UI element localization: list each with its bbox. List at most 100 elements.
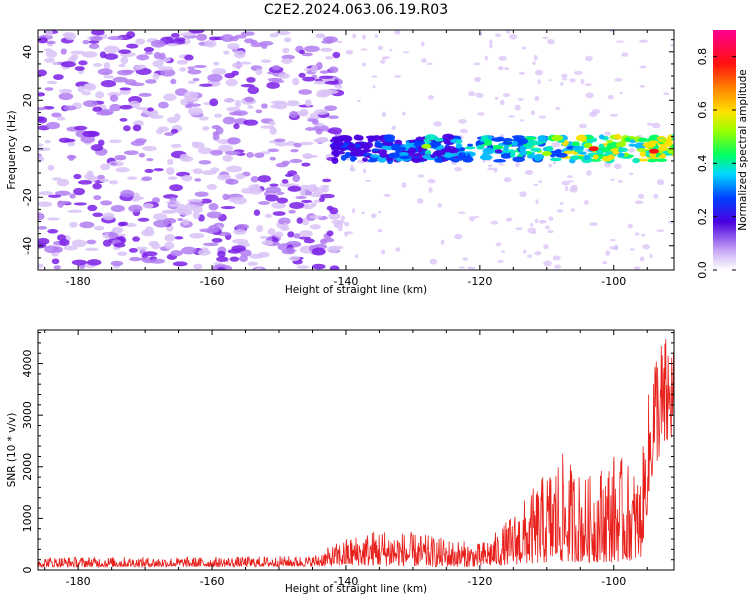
heatmap-cell xyxy=(64,32,77,41)
heatmap-cell xyxy=(289,201,305,210)
heatmap-cell xyxy=(170,128,179,134)
heatmap-cell xyxy=(646,122,653,126)
heatmap-cell xyxy=(63,245,78,251)
heatmap-cell xyxy=(176,59,188,65)
heatmap-cell xyxy=(526,154,536,159)
heatmap-cell xyxy=(132,124,142,132)
heatmap-cell xyxy=(144,51,153,55)
heatmap-cell xyxy=(651,122,661,129)
heatmap-cell xyxy=(454,166,463,172)
colorbar: 0.0 0.2 0.4 0.6 0.8 Normalized spectral ampl… xyxy=(696,30,749,279)
heatmap-cell xyxy=(87,204,98,212)
heatmap-cell xyxy=(276,197,289,204)
heatmap-cell xyxy=(482,147,495,155)
heatmap-cell xyxy=(52,61,59,66)
heatmap-cell xyxy=(143,46,155,53)
heatmap-cell xyxy=(157,101,169,109)
heatmap-cell xyxy=(552,255,561,261)
heatmap-cell xyxy=(228,111,242,116)
heatmap-cell xyxy=(86,170,94,177)
heatmap-cell xyxy=(555,149,562,154)
heatmap-cell xyxy=(570,156,579,160)
heatmap-cell xyxy=(457,211,466,214)
heatmap-cell xyxy=(93,195,102,201)
heatmap-cell xyxy=(108,180,119,185)
heatmap-cell xyxy=(321,40,333,44)
heatmap-cell xyxy=(208,202,219,211)
heatmap-cell xyxy=(560,82,564,86)
heatmap-cell xyxy=(91,30,105,36)
heatmap-cell xyxy=(458,266,466,269)
heatmap-cell xyxy=(414,158,428,162)
heatmap-cell xyxy=(90,144,104,152)
heatmap-cell xyxy=(211,81,221,86)
heatmap-cell xyxy=(377,228,383,233)
heatmap-cell xyxy=(427,179,436,184)
snr-series-line xyxy=(38,338,674,569)
snr-y-tick-label: 3000 xyxy=(21,401,34,429)
spectrogram-x-tick-label: -120 xyxy=(467,275,492,288)
heatmap-cell xyxy=(136,54,150,61)
heatmap-cell xyxy=(287,185,302,192)
heatmap-cell xyxy=(295,195,307,200)
heatmap-cell xyxy=(299,141,314,146)
heatmap-cell xyxy=(53,265,61,270)
heatmap-cell xyxy=(234,50,246,59)
heatmap-cell xyxy=(477,112,485,116)
heatmap-cell xyxy=(332,51,341,59)
heatmap-cell xyxy=(152,60,164,68)
heatmap-cell xyxy=(440,239,445,246)
heatmap-cell xyxy=(56,116,66,121)
heatmap-cell xyxy=(305,127,316,131)
heatmap-cell xyxy=(311,247,326,256)
heatmap-cell xyxy=(642,158,648,162)
heatmap-cell xyxy=(131,197,140,202)
heatmap-cell xyxy=(522,46,527,50)
heatmap-cell xyxy=(226,165,243,173)
heatmap-cell xyxy=(198,160,212,165)
heatmap-cell xyxy=(628,172,634,176)
heatmap-cell xyxy=(82,39,90,45)
heatmap-cell xyxy=(211,68,227,75)
heatmap-cell xyxy=(292,77,300,86)
heatmap-cell xyxy=(436,156,443,163)
heatmap-cell xyxy=(549,157,562,162)
heatmap-cell xyxy=(174,37,186,42)
heatmap-cell xyxy=(150,40,166,48)
heatmap-cell xyxy=(381,111,386,118)
heatmap-cell xyxy=(502,92,511,98)
heatmap-cell xyxy=(151,243,161,250)
heatmap-cell xyxy=(592,154,599,160)
heatmap-cell xyxy=(613,133,622,140)
heatmap-cell xyxy=(302,205,314,210)
heatmap-cell xyxy=(44,139,51,144)
heatmap-cell xyxy=(489,39,493,45)
heatmap-cell xyxy=(259,235,269,240)
heatmap-cell xyxy=(160,68,176,77)
heatmap-cell xyxy=(110,260,124,267)
colorbar-tick-label: 0.0 xyxy=(696,261,709,279)
heatmap-cell xyxy=(192,168,203,175)
heatmap-cell xyxy=(273,138,286,143)
heatmap-cell xyxy=(374,34,379,39)
heatmap-cell xyxy=(200,198,212,204)
heatmap-cell xyxy=(433,150,445,157)
heatmap-cell xyxy=(517,98,524,101)
heatmap-cell xyxy=(57,200,72,205)
heatmap-cell xyxy=(617,152,625,157)
heatmap-cell xyxy=(464,146,476,150)
heatmap-cell xyxy=(218,144,234,153)
heatmap-cell xyxy=(226,106,241,112)
heatmap-cell xyxy=(601,155,613,162)
heatmap-cell xyxy=(298,72,306,78)
heatmap-cell xyxy=(255,109,263,114)
heatmap-cell xyxy=(163,93,177,101)
heatmap-cell xyxy=(514,104,521,111)
heatmap-cell xyxy=(649,253,653,259)
heatmap-cell xyxy=(261,240,274,246)
heatmap-cell xyxy=(636,148,648,152)
heatmap-cell xyxy=(135,38,146,45)
heatmap-cell xyxy=(568,180,574,183)
heatmap-cell xyxy=(303,45,320,53)
heatmap-cell xyxy=(402,51,410,54)
